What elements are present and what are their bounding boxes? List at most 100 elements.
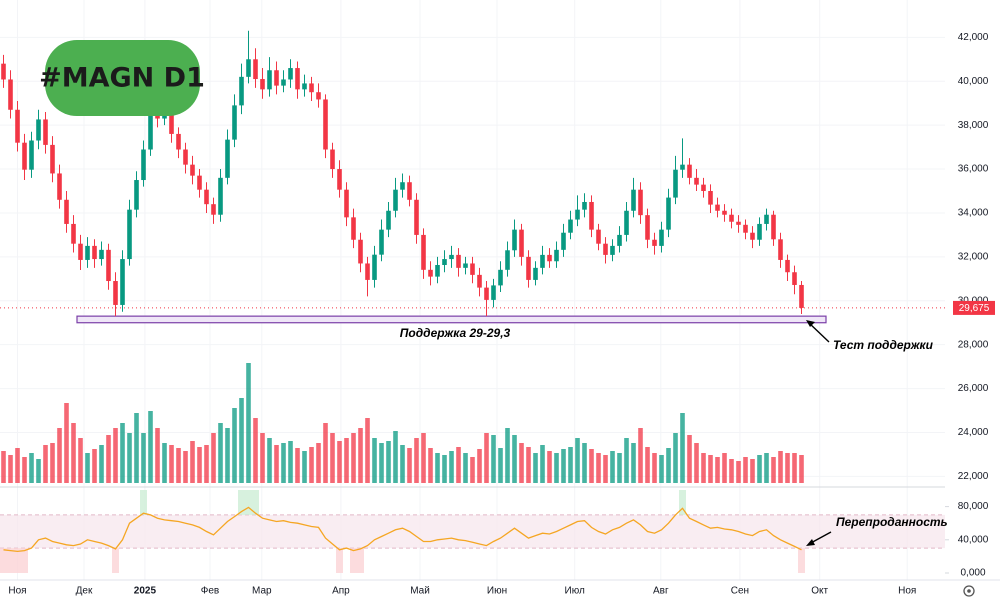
candle-body: [456, 254, 461, 268]
candle-body: [512, 229, 517, 251]
volume-bar: [568, 447, 573, 483]
candle-body: [449, 254, 454, 260]
volume-bar: [365, 418, 370, 483]
rsi-overbought-fill: [252, 490, 259, 515]
volume-bar: [477, 449, 482, 483]
candle-body: [603, 243, 608, 255]
candle-body: [330, 149, 335, 170]
volume-bar: [778, 451, 783, 483]
volume-bar: [554, 453, 559, 483]
volume-bar: [652, 453, 657, 483]
y-tick-label: 22,000: [958, 471, 989, 482]
candle-body: [197, 175, 202, 190]
volume-bar: [225, 428, 230, 483]
volume-bar: [757, 455, 762, 483]
candle-body: [190, 164, 195, 176]
rsi-oversold-fill: [0, 548, 7, 573]
candle-body: [442, 259, 447, 265]
candle-body: [463, 263, 468, 268]
volume-bar: [533, 453, 538, 483]
arrow-head: [806, 320, 815, 327]
volume-bar: [337, 441, 342, 483]
support-zone: [76, 315, 827, 324]
volume-bar: [36, 459, 41, 483]
rsi-oversold-fill: [21, 548, 28, 573]
candle-body: [274, 70, 279, 86]
y-tick-label: 34,000: [958, 208, 989, 219]
candle-body: [8, 79, 13, 110]
candle-body: [687, 164, 692, 178]
x-tick-label: Апр: [332, 586, 350, 597]
rsi-overbought-fill: [140, 490, 147, 515]
volume-bar: [414, 438, 419, 483]
candle-body: [645, 215, 650, 240]
volume-bar: [323, 423, 328, 483]
volume-bar: [379, 443, 384, 483]
x-tick-label: 2025: [134, 586, 157, 597]
candle-body: [561, 232, 566, 250]
candle-body: [71, 223, 76, 244]
candle-body: [743, 224, 748, 233]
candle-body: [547, 254, 552, 262]
x-tick-label: Июл: [565, 586, 585, 597]
volume-bar: [687, 435, 692, 483]
volume-bar: [715, 457, 720, 483]
volume-bar: [134, 413, 139, 483]
candle-body: [323, 99, 328, 150]
annotation: Тест поддержки: [833, 338, 934, 352]
candle-body: [778, 239, 783, 260]
volume-bar: [624, 438, 629, 483]
volume-bar: [442, 455, 447, 483]
candle-body: [337, 169, 342, 190]
volume-bar: [456, 447, 461, 483]
volume-bar: [351, 433, 356, 483]
volume-bar: [498, 448, 503, 483]
volume-bar: [463, 453, 468, 483]
volume-bar: [106, 435, 111, 483]
volume-bar: [372, 438, 377, 483]
volume-bar: [708, 455, 713, 483]
volume-bar: [519, 443, 524, 483]
volume-bar: [526, 447, 531, 483]
candle-body: [92, 245, 97, 260]
candle-body: [701, 184, 706, 192]
candle-body: [484, 287, 489, 300]
candle-body: [78, 243, 83, 260]
volume-bar: [85, 453, 90, 483]
candle-body: [225, 139, 230, 178]
support-label: Поддержка 29-29,3: [400, 326, 511, 340]
volume-bar: [603, 455, 608, 483]
candle-body: [421, 234, 426, 270]
candle-body: [15, 109, 20, 143]
candle-body: [610, 245, 615, 255]
candle-body: [36, 119, 41, 141]
x-tick-label: Фев: [201, 586, 219, 597]
candle-body: [477, 274, 482, 288]
rsi-overbought-fill: [679, 490, 686, 515]
candle-body: [316, 92, 321, 100]
candle-body: [134, 180, 139, 210]
volume-bar: [764, 453, 769, 483]
x-tick-label: Мар: [252, 586, 272, 597]
volume-bar: [120, 423, 125, 483]
volume-bar: [316, 443, 321, 483]
candle-body: [400, 182, 405, 190]
volume-bar: [512, 435, 517, 483]
x-tick-label: Дек: [76, 586, 93, 597]
candle-body: [204, 189, 209, 205]
volume-bar: [659, 455, 664, 483]
rsi-tick-label: 80,000: [958, 501, 989, 512]
candle-body: [792, 272, 797, 285]
volume-bar: [750, 459, 755, 483]
volume-bar: [666, 448, 671, 483]
candle-body: [764, 214, 769, 224]
volume-bar: [218, 423, 223, 483]
volume-bar: [71, 423, 76, 483]
settings-icon[interactable]: [963, 585, 975, 597]
volume-bar: [127, 433, 132, 483]
candle-body: [260, 79, 265, 90]
volume-bar: [99, 445, 104, 483]
candle-body: [246, 59, 251, 77]
candle-body: [351, 217, 356, 240]
candle-body: [638, 189, 643, 216]
